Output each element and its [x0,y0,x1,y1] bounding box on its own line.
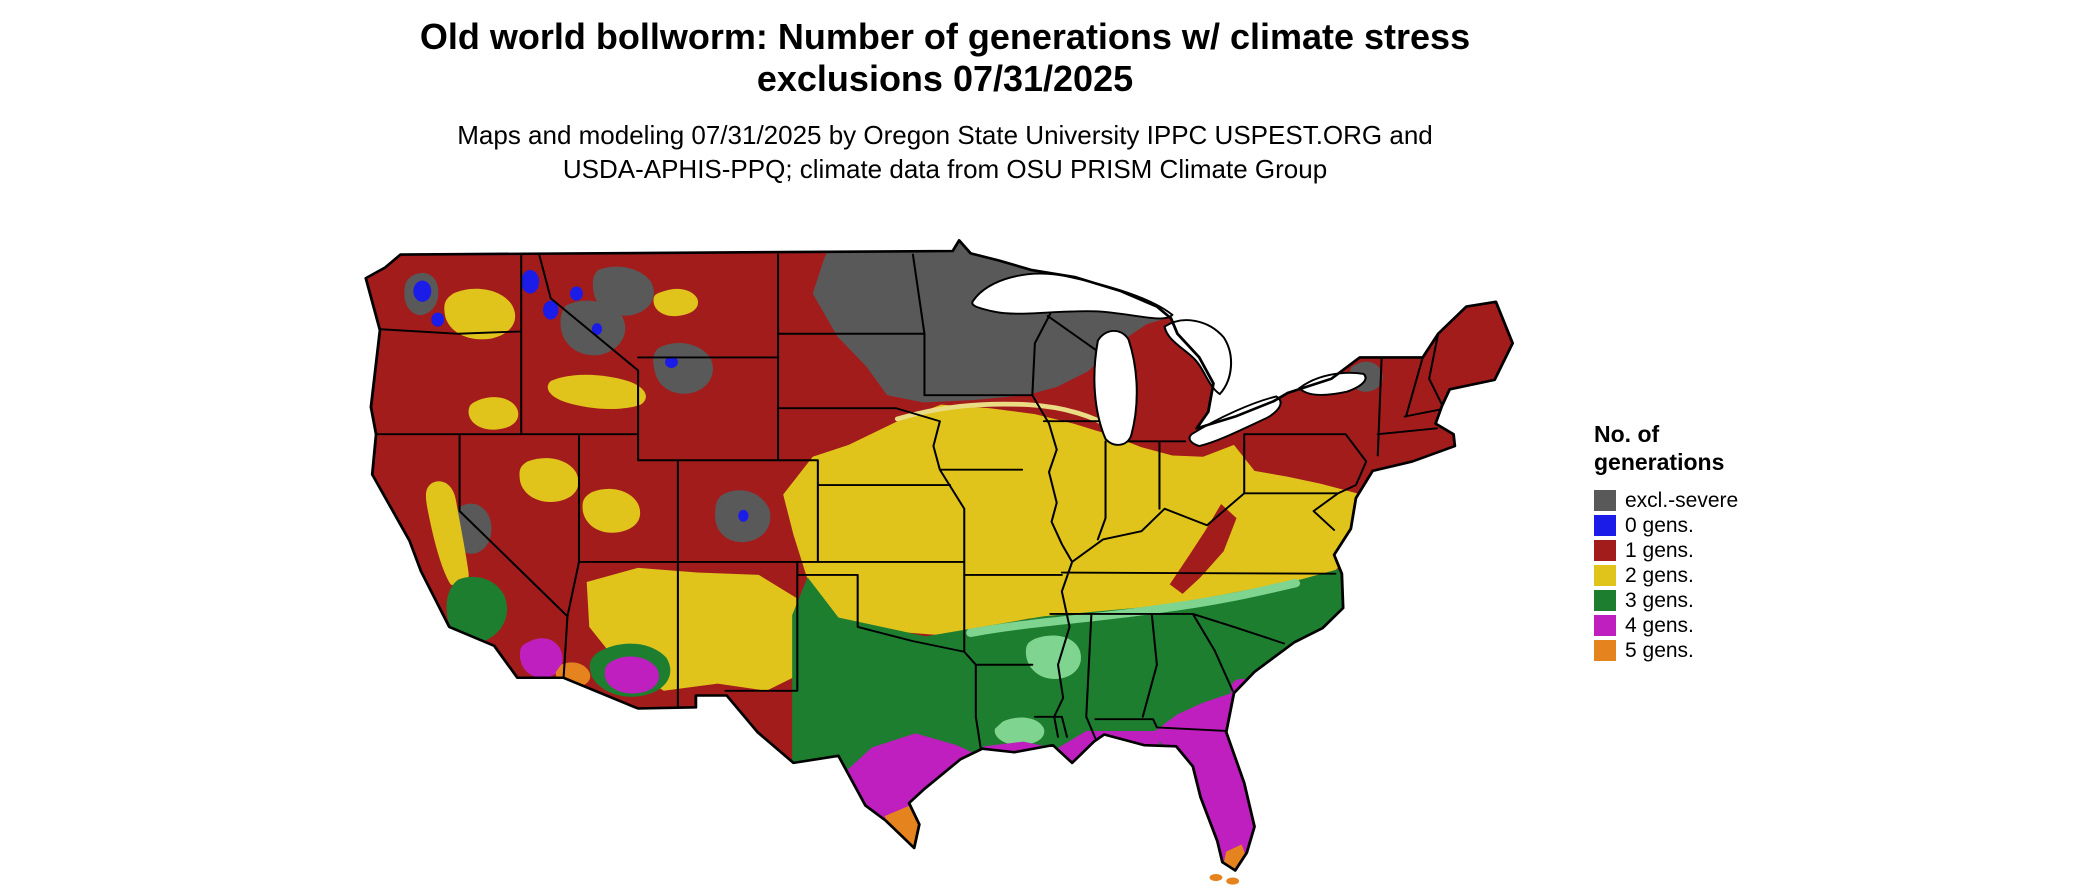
region-0gens-wa-cascades [413,280,432,302]
region-2gens-snake-plain [547,374,646,409]
legend-label-1-gens: 1 gens. [1625,539,1694,562]
lake-michigan [1093,330,1138,446]
map-subtitle: Maps and modeling 07/31/2025 by Oregon S… [0,118,1890,186]
legend-items: excl.-severe 0 gens. 1 gens. 2 gens. 3 g… [1594,488,1738,663]
region-0gens-idaho-panhandle [521,269,540,294]
map-title-line1: Old world bollworm: Number of generation… [419,16,1471,57]
legend-item-excl-severe: excl.-severe [1594,488,1738,513]
legend-label-0-gens: 0 gens. [1625,514,1694,537]
legend-swatch-2-gens [1594,565,1616,586]
region-3gens-s-california [446,576,508,643]
region-4gens-imperial-valley [519,638,563,678]
legend-swatch-excl-severe [1594,490,1616,511]
region-5gens-florida-keys-west [1209,873,1223,882]
state-borders [373,253,1444,751]
region-1gens-appalachians [1169,503,1237,594]
legend-title-line1: No. of [1594,421,1660,447]
region-2gens-central-band [783,404,1383,636]
region-4gens-south-texas [835,733,983,848]
region-4gens-phoenix [604,656,660,694]
legend-item-4-gens: 4 gens. [1594,613,1738,638]
map-title-line2: exclusions 07/31/2025 [756,58,1134,99]
region-5gens-florida-keys-east [1226,877,1240,885]
legend-label-5-gens: 5 gens. [1625,639,1694,662]
legend-swatch-1-gens [1594,540,1616,561]
region-2gens-montana-valley [653,288,699,317]
legend-title: No. of generations [1594,420,1738,476]
region-0gens-nw-montana [570,286,583,301]
legend-item-0-gens: 0 gens. [1594,513,1738,538]
legend-swatch-5-gens [1594,640,1616,661]
region-2gens-utah [582,488,641,533]
legend-item-5-gens: 5 gens. [1594,638,1738,663]
map-subtitle-line1: Maps and modeling 07/31/2025 by Oregon S… [457,120,1433,150]
region-transition-mint-louisiana [994,717,1045,746]
map-title: Old world bollworm: Number of generation… [0,16,1890,100]
legend-swatch-3-gens [1594,590,1616,611]
legend-label-4-gens: 4 gens. [1625,614,1694,637]
region-2gens-nevada [519,458,579,502]
region-0gens-colorado-peaks [738,509,749,522]
us-generations-map [364,239,1515,885]
region-transition-mint [966,579,1301,637]
legend-swatch-4-gens [1594,615,1616,636]
region-excl-yellowstone [653,343,713,394]
legend: No. of generations excl.-severe 0 gens. … [1594,420,1738,663]
legend-item-2-gens: 2 gens. [1594,563,1738,588]
region-2gens-columbia-basin [444,288,516,340]
legend-label-excl-severe: excl.-severe [1625,489,1739,512]
region-0gens-absarokas [665,356,678,369]
legend-item-3-gens: 3 gens. [1594,588,1738,613]
map-subtitle-line2: USDA-APHIS-PPQ; climate data from OSU PR… [562,154,1328,184]
region-2gens-se-oregon [468,397,519,430]
lake-superior [971,272,1174,320]
legend-swatch-0-gens [1594,515,1616,536]
region-0gens-wa-cascades-south [431,312,445,327]
legend-item-1-gens: 1 gens. [1594,538,1738,563]
region-2gens-central-valley [425,481,469,587]
lake-ontario [1297,371,1367,396]
region-0gens-central-idaho [591,323,603,335]
region-transition-pale-yellow [894,401,1116,431]
region-excl-montana-mtns [592,266,654,316]
us-outline [364,239,1515,872]
legend-label-3-gens: 3 gens. [1625,589,1694,612]
legend-label-2-gens: 2 gens. [1625,564,1694,587]
legend-title-line2: generations [1594,449,1725,475]
region-transition-mint-delta [1025,635,1081,679]
region-0gens-bitterroots [543,300,559,320]
